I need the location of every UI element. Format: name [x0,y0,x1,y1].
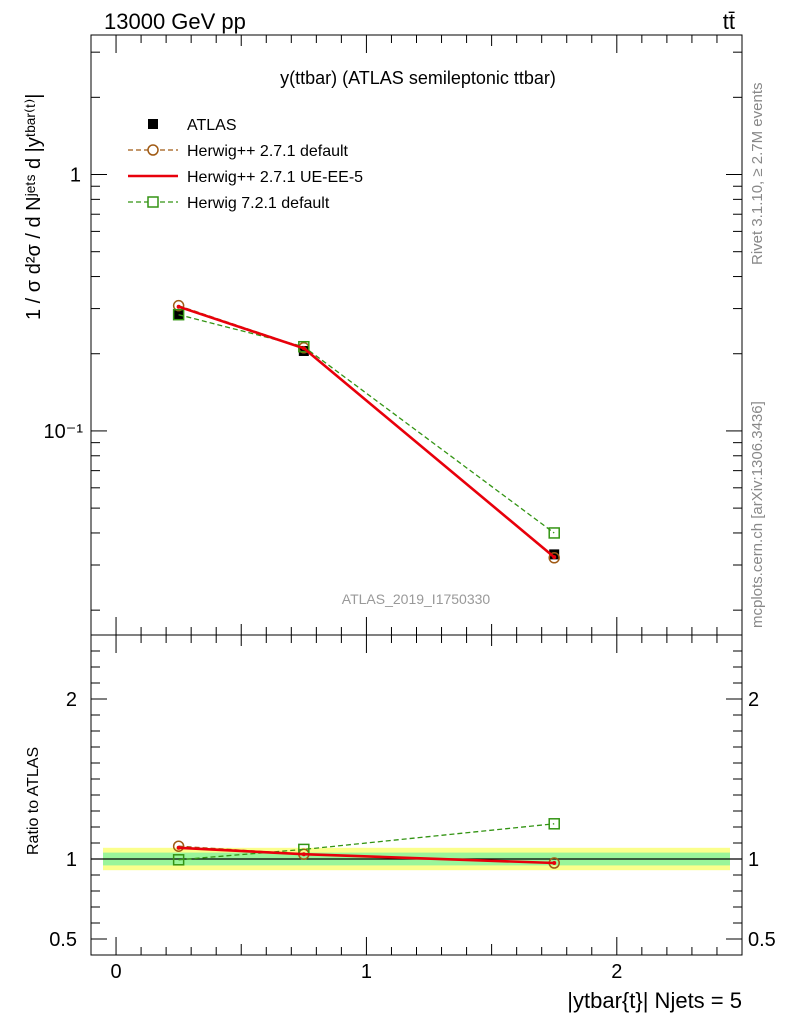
main-series-1-line [178,305,555,559]
ratio-frame [90,634,743,956]
ratio-series-1-point [301,852,306,857]
ratio-ticks: 2 2 1 1 0.5 0.5 0 1 2 [49,635,776,983]
main-series-0-point [173,309,184,320]
x-tick-label: 2 [611,961,622,983]
x-tick-label: 1 [361,961,372,983]
main-ticks: 1 10⁻¹ [44,35,743,635]
ratio-y-tick-label-right: 2 [748,689,759,711]
main-series-0-point [549,549,560,560]
x-tick-label: 0 [110,961,121,983]
main-panel: 1 10⁻¹ y(ttbar) (ATLAS semileptonic ttbar… [23,34,743,636]
ratio-series [172,818,560,869]
legend-marker [147,196,159,208]
ratio-y-tick-label-right: 1 [748,849,759,871]
main-series-1-point [548,552,560,564]
legend: ATLAS Herwig++ 2.7.1 default Herwig++ 2.7.… [128,117,363,212]
ratio-y-tick-label: 2 [66,689,77,711]
ratio-y-axis-label: Ratio to ATLAS [25,747,42,855]
legend-label: Herwig 7.2.1 default [187,195,330,212]
main-title: y(ttbar) (ATLAS semileptonic ttbar) [280,68,556,88]
main-series-2-point [301,346,306,351]
legend-label: Herwig++ 2.7.1 UE-EE-5 [187,169,363,186]
ratio-series-2-line [178,823,555,861]
x-axis-label: |ytbar{t}| Njets = 5 [567,988,742,1013]
main-series-3-point [548,527,560,539]
ratio-y-tick-label: 1 [66,849,77,871]
main-series-1-point [172,299,185,312]
main-series [172,299,560,564]
ratio-series-2-point [548,818,560,830]
main-watermark: ATLAS_2019_I1750330 [342,591,491,607]
ratio-panel: 2 2 1 1 0.5 0.5 0 1 2 Ratio to ATLAS |ytbar{t}| … [25,634,776,1013]
ratio-y-tick-label-right: 0.5 [748,929,776,951]
ratio-series-0-point [172,840,185,852]
mcplots-label: mcplots.cern.ch [arXiv:1306.3436] [749,401,766,628]
main-y-tick-label: 10⁻¹ [44,421,84,443]
legend-label: Herwig++ 2.7.1 default [187,143,349,160]
main-series-3-point [172,308,185,321]
process-label: tt̄ [723,9,735,34]
main-y-tick-label: 1 [70,165,81,187]
main-series-3-line [178,314,555,534]
main-series-2-point [552,555,557,560]
ratio-series-1-point [176,845,181,850]
rivet-label: Rivet 3.1.10, ≥ 2.7M events [749,83,766,266]
ratio-y-tick-label: 0.5 [49,929,77,951]
main-y-axis-label: 1 / σ d²σ / d Nʲᵉᵗˢ d |yᵗᵇᵃʳ⁽ᵗ⁾| [23,94,45,320]
energy-label: 13000 GeV pp [104,9,246,34]
ratio-series-2-point [172,854,185,866]
ratio-series-1-point [552,861,557,865]
main-series-2-point [176,304,181,309]
legend-label: ATLAS [187,117,237,134]
legend-marker [148,119,158,129]
legend-marker [147,144,159,156]
main-series-2-line [178,305,556,559]
